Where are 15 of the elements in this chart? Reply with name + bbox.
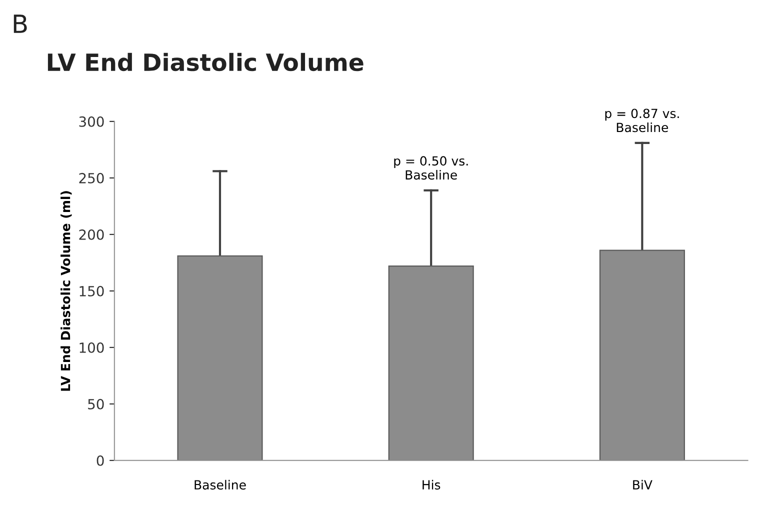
x-tick-label: BiV bbox=[633, 480, 652, 490]
annotation: p = 0.50 vs. Baseline bbox=[394, 156, 468, 180]
y-tick-label: 150 bbox=[80, 286, 104, 296]
y-tick-label: 0 bbox=[96, 455, 104, 466]
y-axis-title: LV End Diastolic Volume (ml) bbox=[60, 191, 72, 391]
chart-title: LV End Diastolic Volume bbox=[48, 52, 364, 72]
x-tick-label: His bbox=[422, 480, 440, 490]
x-tick-label: Baseline bbox=[194, 480, 246, 490]
y-tick-label: 250 bbox=[79, 172, 104, 184]
y-tick-label: 300 bbox=[79, 116, 104, 127]
y-tick-label: 50 bbox=[88, 398, 104, 410]
y-tick-label: 200 bbox=[79, 229, 104, 240]
y-tick-label: 100 bbox=[80, 342, 104, 353]
text: B bbox=[14, 14, 27, 33]
annotation: p = 0.87 vs. Baseline bbox=[605, 108, 679, 132]
